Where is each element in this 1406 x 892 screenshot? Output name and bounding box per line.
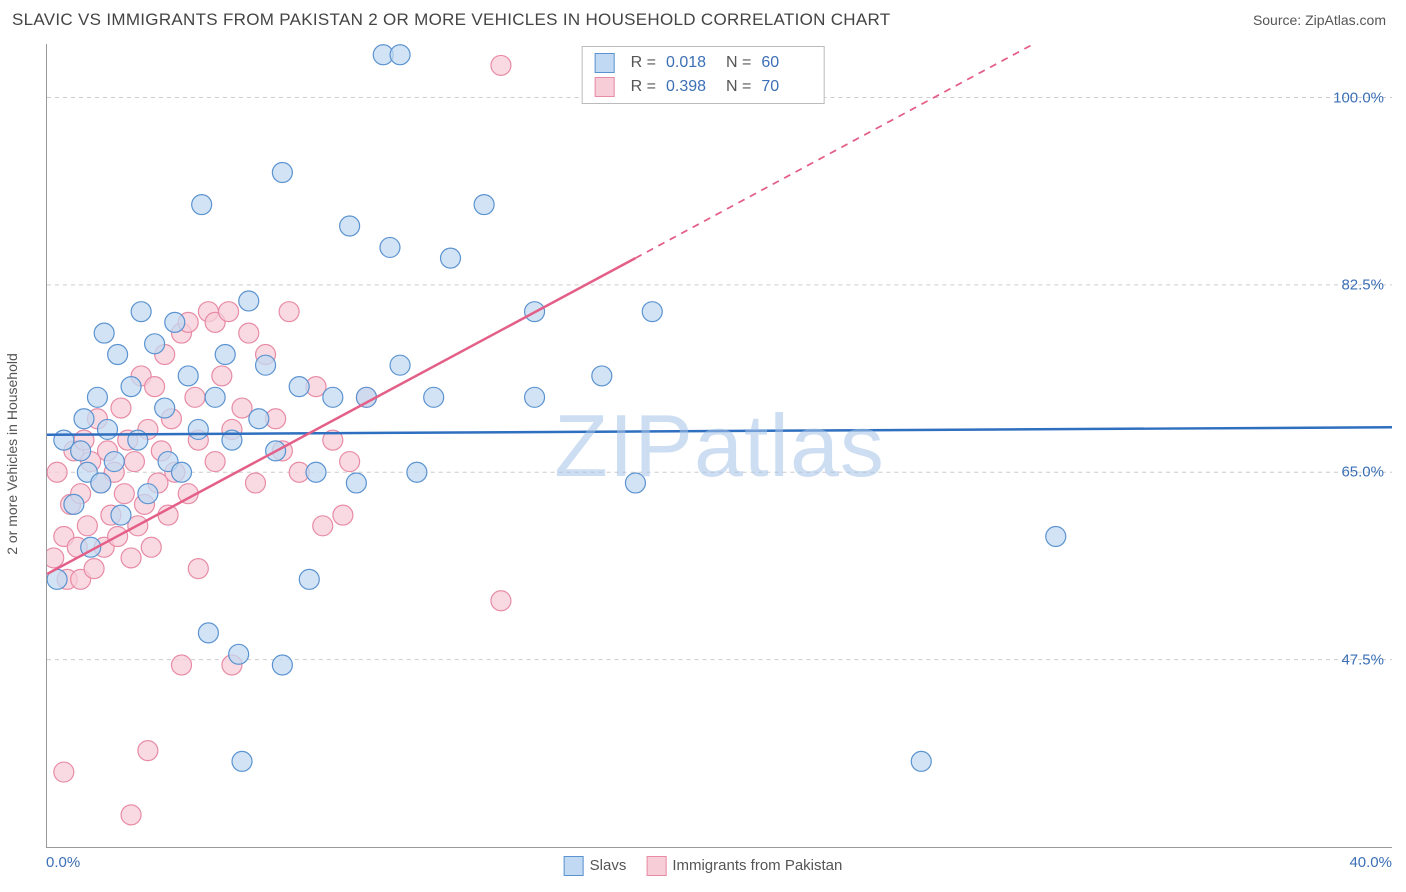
chart-plot-area: ZIPatlas 47.5%65.0%82.5%100.0%	[46, 44, 1392, 848]
chart-title: SLAVIC VS IMMIGRANTS FROM PAKISTAN 2 OR …	[12, 10, 890, 30]
legend-stat-row: R = 0.398 N = 70	[595, 75, 812, 99]
n-value: 60	[761, 54, 811, 72]
n-label: N =	[726, 54, 751, 72]
chart-header: SLAVIC VS IMMIGRANTS FROM PAKISTAN 2 OR …	[0, 0, 1406, 36]
legend-stat-row: R = 0.018 N = 60	[595, 51, 812, 75]
r-value: 0.398	[666, 78, 716, 96]
n-label: N =	[726, 78, 751, 96]
legend-item: Slavs	[564, 856, 627, 876]
chart-source: Source: ZipAtlas.com	[1253, 12, 1386, 28]
legend-swatch	[595, 77, 615, 97]
r-label: R =	[631, 54, 656, 72]
scatter-svg	[47, 44, 1392, 847]
legend-swatch	[564, 856, 584, 876]
x-axis-min: 0.0%	[46, 854, 80, 871]
y-tick-label: 65.0%	[1341, 464, 1384, 481]
r-label: R =	[631, 78, 656, 96]
y-axis-label: 2 or more Vehicles in Household	[4, 353, 20, 555]
legend-swatch	[595, 53, 615, 73]
series-legend: Slavs Immigrants from Pakistan	[564, 856, 843, 876]
legend-item: Immigrants from Pakistan	[646, 856, 842, 876]
legend-label: Slavs	[590, 857, 627, 874]
y-tick-label: 82.5%	[1341, 276, 1384, 293]
y-tick-label: 47.5%	[1341, 651, 1384, 668]
legend-label: Immigrants from Pakistan	[672, 857, 842, 874]
correlation-legend: R = 0.018 N = 60 R = 0.398 N = 70	[582, 46, 825, 104]
n-value: 70	[761, 78, 811, 96]
legend-swatch	[646, 856, 666, 876]
y-tick-label: 100.0%	[1333, 89, 1384, 106]
r-value: 0.018	[666, 54, 716, 72]
x-axis-max: 40.0%	[1349, 854, 1392, 871]
